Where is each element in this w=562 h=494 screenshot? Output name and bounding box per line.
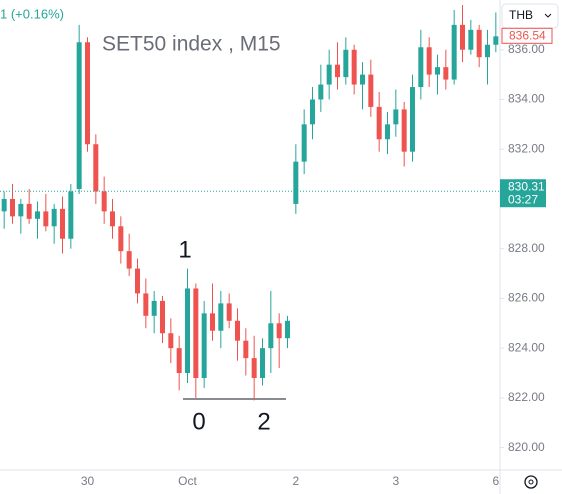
candle-body bbox=[60, 208, 65, 239]
candle-body bbox=[93, 144, 99, 192]
candle-body bbox=[410, 87, 415, 152]
settings-icon[interactable] bbox=[524, 475, 538, 489]
currency-label: THB bbox=[509, 8, 533, 22]
candle-body bbox=[326, 64, 332, 85]
candle-body bbox=[426, 47, 432, 75]
y-tick-label: 836.00 bbox=[508, 42, 545, 56]
candle-body bbox=[385, 124, 390, 140]
candle-body bbox=[360, 74, 365, 85]
candle-body bbox=[468, 29, 474, 50]
x-tick-label: 3 bbox=[392, 474, 399, 488]
candle-body bbox=[51, 208, 57, 227]
candle-body bbox=[485, 44, 490, 58]
candle-body bbox=[35, 211, 40, 219]
candle-body bbox=[235, 320, 240, 341]
settings-core bbox=[528, 479, 534, 485]
candle-body bbox=[335, 64, 340, 78]
candle-body bbox=[1, 198, 7, 212]
y-tick-label: 832.00 bbox=[508, 141, 545, 155]
y-tick-label: 834.00 bbox=[508, 92, 545, 106]
candle-body bbox=[460, 24, 465, 50]
candle-body bbox=[168, 333, 174, 349]
candle-body bbox=[318, 84, 324, 100]
candle-body bbox=[418, 47, 424, 88]
candle-body bbox=[76, 42, 82, 189]
candle-body bbox=[351, 49, 357, 85]
annotation: 2 bbox=[257, 408, 270, 435]
candle-body bbox=[368, 74, 374, 107]
candle-body bbox=[443, 67, 449, 80]
candle-body bbox=[310, 99, 315, 125]
candle-body bbox=[160, 300, 165, 334]
candle-body bbox=[251, 358, 257, 378]
candle-body bbox=[26, 203, 32, 219]
x-tick-label: 30 bbox=[81, 474, 95, 488]
candle-body bbox=[43, 211, 49, 227]
candle-body bbox=[301, 124, 307, 162]
candle-body bbox=[451, 24, 457, 80]
candle-body bbox=[110, 211, 115, 227]
candle-body bbox=[151, 300, 157, 316]
candle-body bbox=[185, 288, 190, 374]
dropdown-icon bbox=[544, 13, 552, 18]
settings-ring bbox=[524, 475, 538, 489]
candle-body bbox=[268, 323, 274, 349]
candle-body bbox=[226, 303, 232, 321]
candle-body bbox=[435, 67, 440, 75]
candle-body bbox=[193, 288, 199, 378]
y-tick-label: 824.00 bbox=[508, 340, 545, 354]
legend-text: 1 (+0.16%) bbox=[0, 6, 64, 21]
candle-body bbox=[68, 191, 74, 239]
candle-body bbox=[126, 251, 132, 269]
candle-body bbox=[493, 36, 499, 45]
annotation: 0 bbox=[192, 408, 205, 435]
y-tick-label: 820.00 bbox=[508, 440, 545, 454]
chart-title: SET50 index , M15 bbox=[102, 33, 281, 56]
y-tick-label: 822.00 bbox=[508, 390, 545, 404]
candle-body bbox=[85, 42, 90, 145]
candle-body bbox=[276, 323, 282, 339]
candle-body bbox=[218, 303, 224, 331]
candle-body bbox=[143, 293, 149, 316]
candle-body bbox=[10, 198, 15, 217]
candle-body bbox=[293, 161, 299, 204]
y-tick-label: 828.00 bbox=[508, 241, 545, 255]
candle-body bbox=[210, 313, 215, 331]
candle-body bbox=[401, 109, 407, 152]
x-tick-label: 2 bbox=[292, 474, 299, 488]
last-price-box bbox=[501, 27, 553, 44]
price-time: 03:27 bbox=[508, 192, 538, 206]
x-tick-label: 6 bbox=[492, 474, 499, 488]
candle-body bbox=[285, 320, 290, 339]
candle-body bbox=[101, 191, 107, 212]
annotation: 1 bbox=[178, 236, 191, 263]
candle-body bbox=[376, 106, 382, 140]
y-tick-label: 826.00 bbox=[508, 291, 545, 305]
price-label-box bbox=[500, 179, 546, 208]
candle-body bbox=[135, 268, 140, 294]
candle-body bbox=[118, 226, 124, 252]
candle-body bbox=[201, 313, 207, 378]
candle-body bbox=[18, 203, 24, 217]
candle-body bbox=[243, 340, 249, 359]
candle-body bbox=[343, 49, 349, 78]
price-label: 830.31 bbox=[508, 179, 545, 193]
candle-body bbox=[176, 348, 182, 374]
last-price-label: 836.54 bbox=[509, 28, 546, 42]
candle-body bbox=[260, 348, 265, 378]
x-tick-label: Oct bbox=[178, 474, 197, 488]
candle-body bbox=[476, 29, 482, 58]
candle-body bbox=[393, 109, 399, 125]
